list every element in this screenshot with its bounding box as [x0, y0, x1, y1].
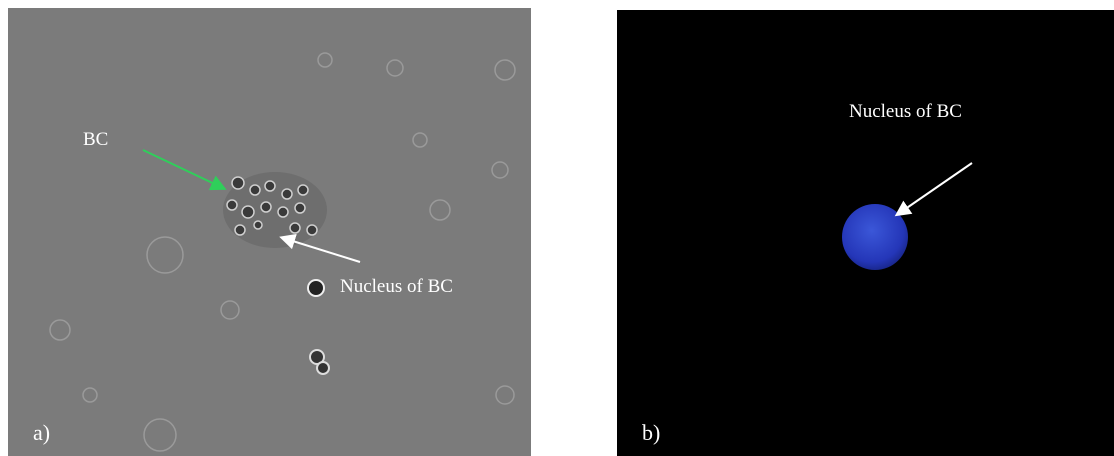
panel-a: BC Nucleus of BC a) [8, 8, 531, 456]
annotation: Nucleus of BC [340, 276, 453, 297]
annotation: Nucleus of BC [849, 101, 962, 122]
panel-label: b) [642, 420, 660, 445]
figure: BC Nucleus of BC a) Nucleus of BC b) [0, 0, 1114, 456]
panel-b: Nucleus of BC b) [617, 10, 1114, 456]
panel-label: a) [33, 420, 50, 445]
annotation: BC [83, 129, 108, 150]
